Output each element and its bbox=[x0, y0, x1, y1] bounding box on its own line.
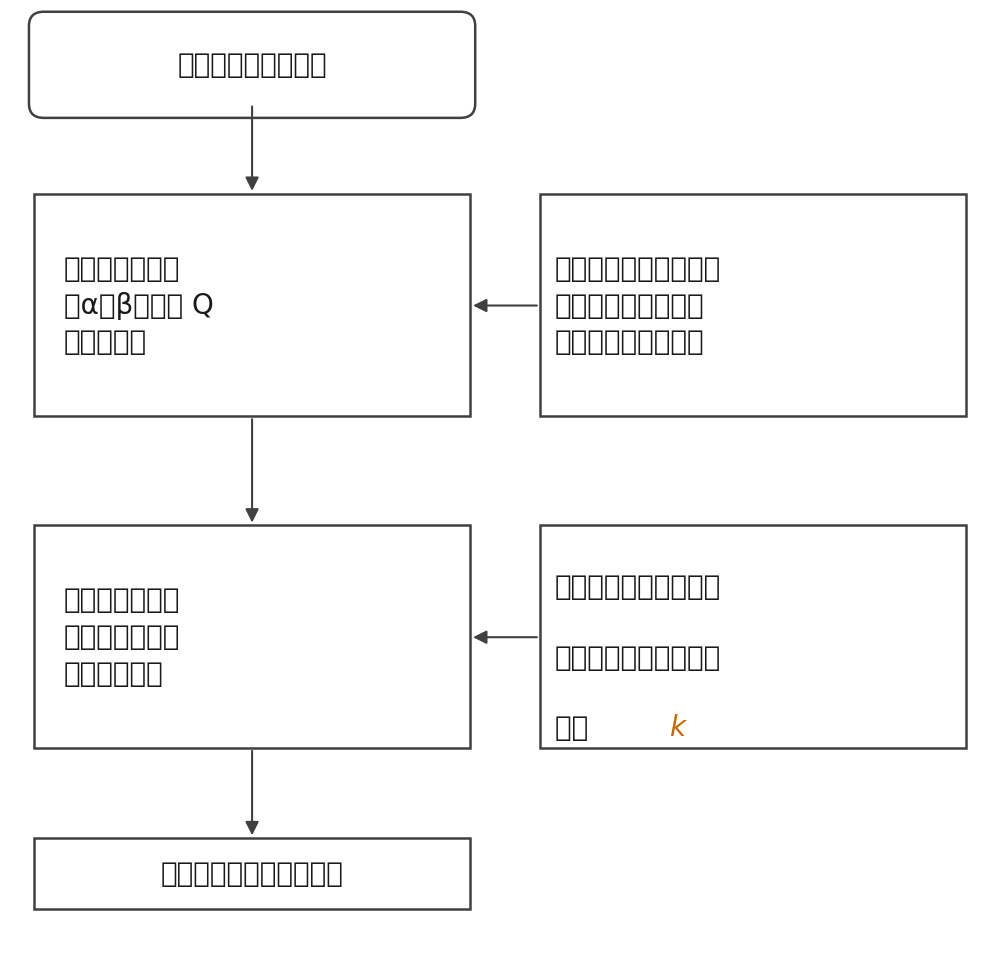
Bar bbox=[540, 194, 966, 417]
Text: k: k bbox=[669, 714, 685, 742]
Bar bbox=[34, 838, 470, 909]
Text: 确定航道稳定水
深与规划航宽之
间的函数关系: 确定航道稳定水 深与规划航宽之 间的函数关系 bbox=[64, 586, 180, 688]
FancyBboxPatch shape bbox=[29, 11, 475, 118]
Bar bbox=[540, 526, 966, 749]
Text: 基于河床断面几何形态: 基于河床断面几何形态 bbox=[555, 574, 721, 601]
Bar bbox=[34, 526, 470, 749]
Text: 通过对洪中枯三级流量
下河道断面要素的测
量，率定河相关系数: 通过对洪中枯三级流量 下河道断面要素的测 量，率定河相关系数 bbox=[555, 254, 721, 357]
Text: 给定河流的优良河段: 给定河流的优良河段 bbox=[177, 51, 327, 78]
Bar bbox=[34, 194, 470, 417]
Text: 关系提出河道断面形状: 关系提出河道断面形状 bbox=[555, 643, 721, 672]
Text: 系数: 系数 bbox=[555, 714, 597, 742]
Text: 确定河相关系系
数α、β与流量 Q
的函数关系: 确定河相关系系 数α、β与流量 Q 的函数关系 bbox=[64, 254, 213, 357]
Text: 最大稳定航深的计算公式: 最大稳定航深的计算公式 bbox=[161, 859, 344, 888]
